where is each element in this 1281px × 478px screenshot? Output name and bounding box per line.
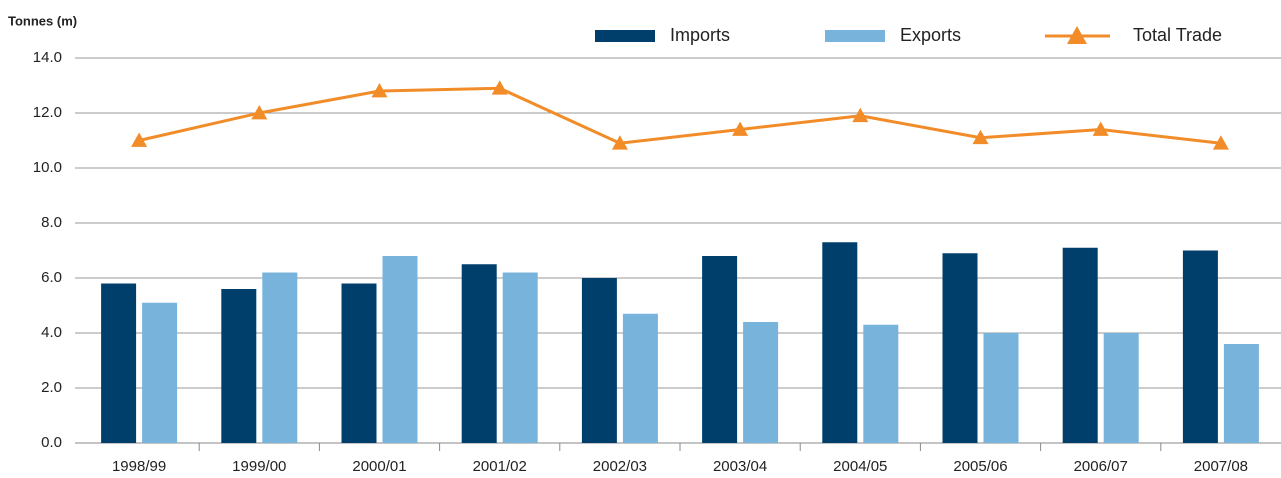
x-tick-label: 2005/06 [953, 458, 1007, 475]
marker [131, 132, 148, 147]
marker [611, 135, 628, 150]
marker [491, 80, 508, 95]
marker [972, 129, 989, 145]
legend-swatch [595, 30, 655, 42]
bar [502, 272, 538, 443]
bar [1182, 250, 1218, 443]
x-tick-label: 1998/99 [112, 458, 166, 475]
x-tick-label: 2000/01 [352, 458, 406, 475]
marker [251, 105, 268, 120]
x-tick-label: 2007/08 [1194, 458, 1248, 475]
legend-label: Imports [670, 25, 730, 45]
x-tick-label: 2006/07 [1074, 458, 1128, 475]
bar [622, 313, 658, 443]
line [138, 86, 1222, 145]
bar [1062, 247, 1098, 443]
y-tick-label: 4.0 [41, 324, 62, 341]
bar [1223, 344, 1259, 443]
bar [262, 272, 298, 443]
y-tick-label: 14.0 [33, 49, 62, 66]
bar [983, 333, 1019, 443]
x-tick-label: 2003/04 [713, 458, 767, 475]
bar [942, 253, 978, 443]
bar [822, 242, 858, 443]
bar [221, 289, 257, 443]
bar [863, 324, 899, 443]
y-tick-label: 8.0 [41, 214, 62, 231]
bar [382, 256, 418, 443]
y-tick-label: 0.0 [41, 434, 62, 451]
legend-marker [1067, 26, 1087, 44]
bar [341, 283, 377, 443]
y-tick-label: 2.0 [41, 379, 62, 396]
y-axis-label: Tonnes (m) [8, 13, 77, 28]
legend-label: Exports [900, 25, 961, 45]
bar [142, 302, 178, 443]
marker [732, 121, 749, 136]
x-tick-label: 1999/00 [232, 458, 286, 475]
bar [581, 278, 617, 443]
y-tick-label: 6.0 [41, 269, 62, 286]
y-tick-label: 10.0 [33, 159, 62, 176]
marker [1212, 135, 1229, 150]
marker [852, 107, 869, 123]
bar [702, 256, 738, 443]
legend-label: Total Trade [1133, 25, 1222, 45]
bar [461, 264, 497, 443]
marker [371, 83, 388, 98]
bar [1103, 333, 1139, 443]
x-tick-label: 2002/03 [593, 458, 647, 475]
bar [101, 283, 137, 443]
y-tick-label: 12.0 [33, 104, 62, 121]
marker [1092, 121, 1109, 136]
legend-swatch [825, 30, 885, 42]
bar [743, 322, 779, 443]
x-tick-label: 2004/05 [833, 458, 887, 475]
x-tick-label: 2001/02 [473, 458, 527, 475]
